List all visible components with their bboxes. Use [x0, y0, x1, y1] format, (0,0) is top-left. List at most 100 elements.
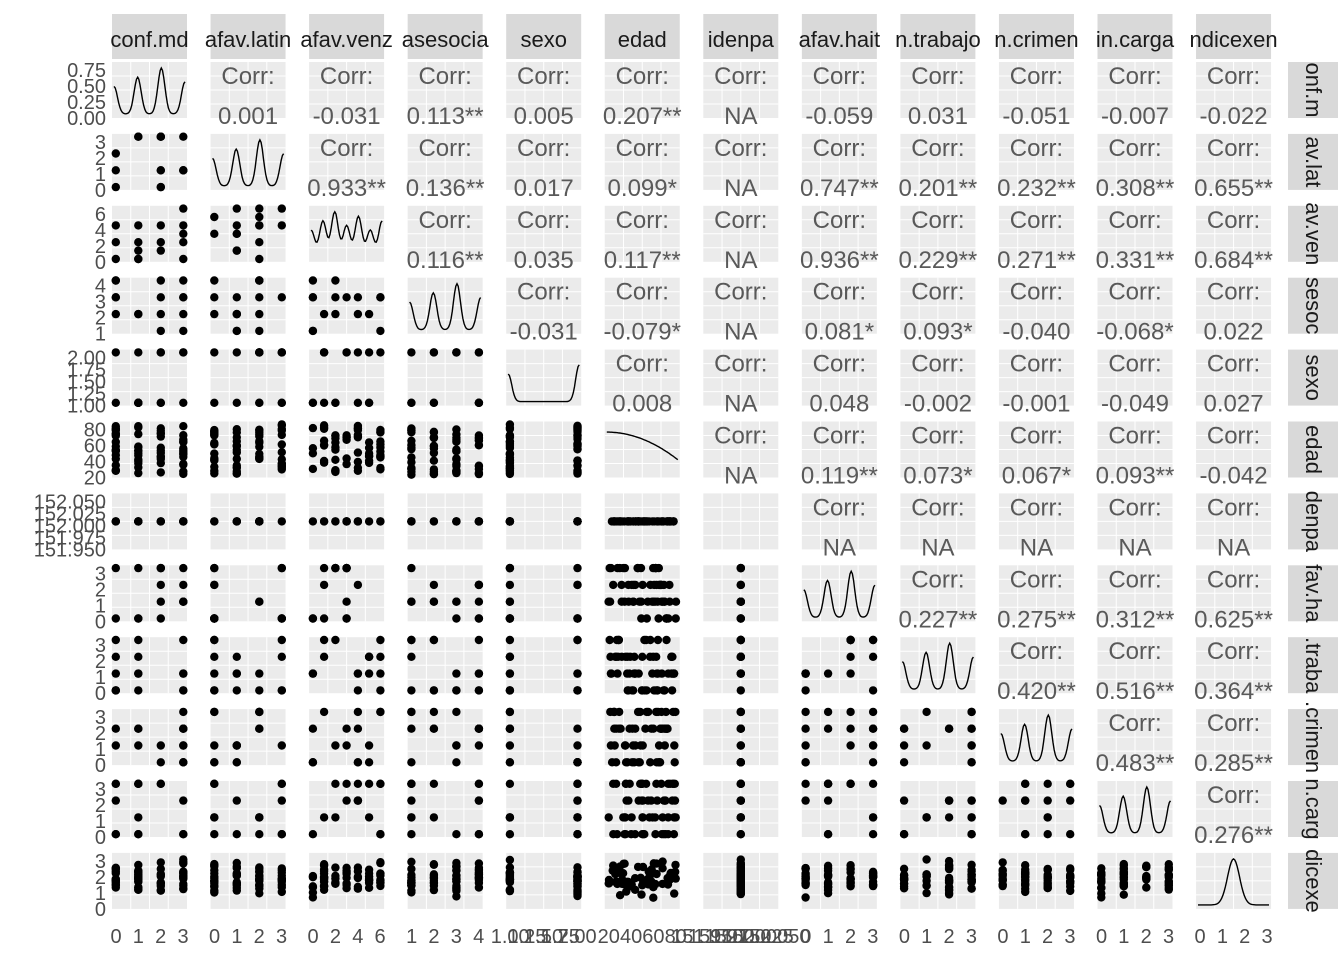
panel-8-0: [111, 635, 188, 695]
corr-label: Corr:: [1108, 63, 1161, 90]
scatter-point: [651, 830, 660, 839]
corr-label: Corr:: [714, 279, 767, 306]
row-strip-label: edad: [1301, 425, 1326, 474]
x-tick-label: 151.975: [688, 926, 760, 948]
corr-value: NA: [724, 391, 757, 418]
scatter-point: [670, 796, 680, 805]
scatter-point: [319, 652, 329, 661]
corr-label: Corr:: [517, 63, 570, 90]
corr-value: 0.420**: [997, 678, 1076, 705]
scatter-point: [667, 686, 677, 695]
scatter-point: [846, 779, 855, 788]
scatter-point: [308, 449, 318, 458]
panel-1-4: Corr: 0.017: [506, 133, 582, 202]
corr-value: 0.031: [908, 103, 968, 130]
scatter-point: [210, 212, 219, 222]
scatter-point: [156, 597, 165, 606]
scatter-point: [111, 422, 121, 431]
column-strip: [998, 14, 1074, 59]
scatter-point: [653, 686, 662, 695]
scatter-point: [364, 348, 374, 357]
panel-9-1: [210, 707, 286, 767]
scatter-point: [111, 149, 121, 158]
row-strips: onf.m av.lat av.ven sesoc sexo edad denpa fav.h…: [1288, 62, 1338, 913]
corr-label: Corr:: [1010, 351, 1063, 378]
y-tick-label: 2: [95, 723, 106, 745]
panel-3-5: Corr: -0.079*: [604, 277, 681, 346]
scatter-point: [868, 813, 878, 822]
scatter-point: [801, 758, 810, 767]
panel-10-11: Corr: 0.276**: [1194, 781, 1273, 849]
panel-7-3: [407, 563, 484, 623]
scatter-point: [868, 652, 878, 661]
scatter-point: [616, 724, 625, 733]
scatter-point: [179, 293, 188, 302]
scatter-point: [407, 779, 416, 788]
x-tick-label: 1: [231, 926, 242, 948]
density-curve: [113, 66, 186, 115]
scatter-point: [846, 878, 855, 887]
scatter-point: [156, 741, 165, 750]
scatter-point: [823, 879, 833, 888]
panel-5-3: [407, 421, 484, 479]
panel-6-4: [505, 493, 582, 550]
scatter-point: [407, 517, 416, 526]
x-tick-label: 40: [620, 926, 642, 948]
x-tick-label: 3: [451, 926, 462, 948]
scatter-point: [255, 517, 264, 526]
corr-value: 0.116**: [407, 247, 484, 274]
panel-4-7: Corr: 0.048: [801, 349, 877, 418]
scatter-point: [662, 724, 671, 733]
scatter-point: [255, 212, 264, 222]
panel-3-4: Corr: -0.031: [506, 277, 582, 346]
corr-label: Corr:: [714, 351, 767, 378]
scatter-point: [210, 686, 219, 695]
scatter-point: [573, 423, 582, 432]
scatter-point: [232, 758, 241, 767]
panel-6-9: Corr: NA: [998, 493, 1074, 561]
scatter-point: [638, 813, 647, 822]
scatter-point: [736, 635, 745, 645]
density-curve: [901, 641, 974, 690]
x-tick-label: 6: [375, 926, 386, 948]
scatter-point: [1020, 779, 1030, 788]
scatter-point: [156, 563, 165, 573]
scatter-point: [429, 885, 439, 895]
panel-1-11: Corr: 0.655**: [1194, 133, 1273, 202]
scatter-point: [407, 758, 416, 767]
scatter-point: [623, 652, 632, 661]
scatter-point: [633, 563, 643, 573]
x-tick-label: 3: [276, 926, 287, 948]
scatter-point: [429, 860, 439, 869]
corr-label: Corr:: [1108, 207, 1161, 234]
corr-label: Corr:: [1207, 710, 1260, 737]
panel-10-7: [801, 779, 878, 839]
scatter-point: [210, 813, 219, 822]
scatter-point: [617, 597, 626, 606]
x-tick-label: 2: [1141, 926, 1152, 948]
scatter-point: [156, 517, 165, 526]
scatter-point: [134, 254, 143, 264]
y-tick-label: 4: [95, 220, 106, 242]
scatter-point: [232, 425, 241, 434]
y-tick-label: 3: [95, 635, 106, 657]
scatter-point: [353, 863, 363, 872]
row-strip: [1288, 277, 1338, 334]
y-tick-label: 3: [95, 292, 106, 314]
scatter-point: [736, 580, 745, 590]
scatter-point: [658, 879, 667, 889]
scatter-point: [376, 875, 385, 885]
scatter-point: [319, 440, 329, 449]
scatter-point: [505, 686, 515, 695]
scatter-point: [134, 422, 143, 431]
scatter-point: [922, 888, 931, 898]
panel-11-2: [308, 852, 385, 909]
y-tick-label: 0: [95, 899, 106, 921]
scatter-point: [353, 293, 363, 302]
scatter-point: [1119, 880, 1129, 890]
panel-2-8: Corr: 0.229**: [899, 205, 977, 274]
panel-8-9: Corr: 0.420**: [997, 637, 1076, 705]
corr-value: 0.035: [514, 247, 574, 274]
scatter-point: [823, 796, 833, 805]
scatter-point: [255, 348, 264, 357]
